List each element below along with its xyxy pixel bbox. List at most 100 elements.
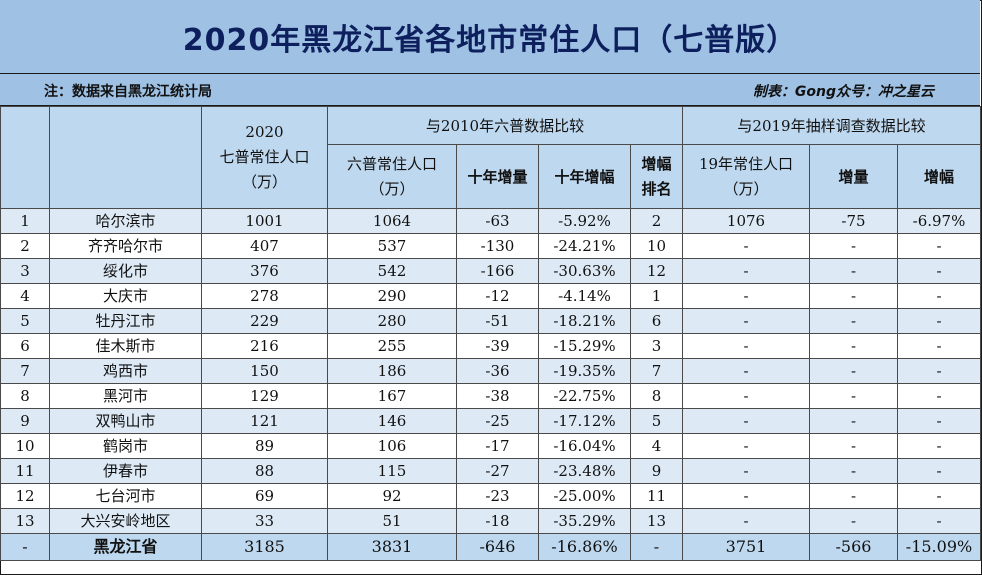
cell-inc19: - [809,383,898,409]
cell-rate10: -22.75% [538,383,631,409]
cell-inc19: - [809,408,898,434]
total-cell-no: - [0,533,50,561]
cell-pop2020: 229 [201,308,328,334]
cell-rate19: - [897,358,981,384]
cell-rank: 11 [630,483,683,509]
header-pop2020: 2020 七普常住人口 （万） [201,106,328,209]
cell-city: 佳木斯市 [49,333,202,359]
cell-inc19: - [809,508,898,534]
header-pop2010: 六普常住人口 （万） [327,144,457,209]
cell-rate10: -15.29% [538,333,631,359]
cell-rank: 9 [630,458,683,484]
cell-rank: 10 [630,233,683,259]
header-rank-line1: 增幅 [641,154,672,173]
cell-pop2010: 1064 [327,208,457,234]
cell-pop2019: - [682,333,810,359]
cell-inc19: -75 [809,208,898,234]
cell-city: 鹤岗市 [49,433,202,459]
cell-rate19: - [897,408,981,434]
cell-no: 4 [0,283,50,309]
cell-pop2019: - [682,458,810,484]
cell-inc10: -51 [456,308,539,334]
cell-inc19: - [809,258,898,284]
cell-pop2010: 186 [327,358,457,384]
header-inc10: 十年增量 [456,144,539,209]
cell-rank: 5 [630,408,683,434]
cell-rate10: -30.63% [538,258,631,284]
cell-pop2019: - [682,483,810,509]
cell-inc10: -18 [456,508,539,534]
total-row: - 黑龙江省 3185 3831 -646 -16.86% -3751 -566 -15.09% [0,533,981,561]
cell-city: 牡丹江市 [49,308,202,334]
cell-no: 6 [0,333,50,359]
cell-pop2019: - [682,283,810,309]
cell-pop2010: 51 [327,508,457,534]
cell-rate19: - [897,483,981,509]
cell-rate10: -25.00% [538,483,631,509]
cell-rank: 6 [630,308,683,334]
cell-pop2020: 69 [201,483,328,509]
header-pop2010-label: 六普常住人口 [346,154,437,173]
cell-inc19: - [809,458,898,484]
cell-city: 黑河市 [49,383,202,409]
cell-inc10: -23 [456,483,539,509]
total-cell-pop2019: 3751 [682,533,810,561]
cell-rank: 12 [630,258,683,284]
total-cell-city: 黑龙江省 [49,533,202,561]
cell-rate10: -17.12% [538,408,631,434]
cell-rate19: - [897,308,981,334]
cell-rate10: -4.14% [538,283,631,309]
cell-inc10: -12 [456,283,539,309]
table-row: 8 黑河市 129 167 -38 -22.75% 8- - - [0,383,981,409]
cell-pop2019: - [682,233,810,259]
cell-rate19: - [897,233,981,259]
cell-pop2019: - [682,433,810,459]
cell-inc19: - [809,483,898,509]
cell-pop2020: 1001 [201,208,328,234]
header-pop2019: 19年常住人口 （万） [682,144,810,209]
cell-rate19: - [897,258,981,284]
cell-pop2020: 88 [201,458,328,484]
cell-inc19: - [809,433,898,459]
cell-inc10: -39 [456,333,539,359]
cell-pop2010: 146 [327,408,457,434]
cell-pop2019: - [682,258,810,284]
total-cell-pop2010: 3831 [327,533,457,561]
total-cell-inc19: -566 [809,533,898,561]
cell-no: 7 [0,358,50,384]
cell-rate10: -18.21% [538,308,631,334]
cell-no: 12 [0,483,50,509]
cell-city: 哈尔滨市 [49,208,202,234]
header-pop2020-year: 2020 [245,123,284,141]
table-row: 7 鸡西市 150 186 -36 -19.35% 7- - - [0,358,981,384]
header-pop2020-label: 七普常住人口 [219,148,310,166]
cell-city: 大兴安岭地区 [49,508,202,534]
table-row: 9 双鸭山市 121 146 -25 -17.12% 5- - - [0,408,981,434]
header-pop2020-unit: （万） [241,173,287,191]
header-city [49,106,202,209]
header-rank-line2: 排名 [641,179,672,198]
cell-rate19: - [897,383,981,409]
cell-inc10: -166 [456,258,539,284]
header-pop2010-unit: （万） [369,179,415,198]
table-row: 3 绥化市 376 542 -166 -30.63% 12- - - [0,258,981,284]
cell-city: 绥化市 [49,258,202,284]
table-row: 2 齐齐哈尔市 407 537 -130 -24.21% 10- - - [0,233,981,259]
cell-rate19: - [897,458,981,484]
cell-rank: 4 [630,433,683,459]
table-row: 10 鹤岗市 89 106 -17 -16.04% 4- - - [0,433,981,459]
cell-pop2020: 407 [201,233,328,259]
cell-rank: 1 [630,283,683,309]
cell-pop2020: 376 [201,258,328,284]
table-row: 1 哈尔滨市 1001 1064 -63 -5.92% 2 1076 -75 -6.97% [0,208,981,234]
cell-city: 伊春市 [49,458,202,484]
cell-city: 大庆市 [49,283,202,309]
table-row: 6 佳木斯市 216 255 -39 -15.29% 3- - - [0,333,981,359]
cell-pop2019: 1076 [682,208,810,234]
header-row-2: 六普常住人口 （万） 十年增量 十年增幅 增幅 排名 19年常住人口 （万） 增… [1,144,981,209]
header-inc19: 增量 [809,144,898,209]
cell-rate10: -24.21% [538,233,631,259]
total-cell-rate10: -16.86% [538,533,631,561]
table-row: 13 大兴安岭地区 33 51 -18 -35.29% 13- - - [0,508,981,534]
cell-pop2010: 106 [327,433,457,459]
